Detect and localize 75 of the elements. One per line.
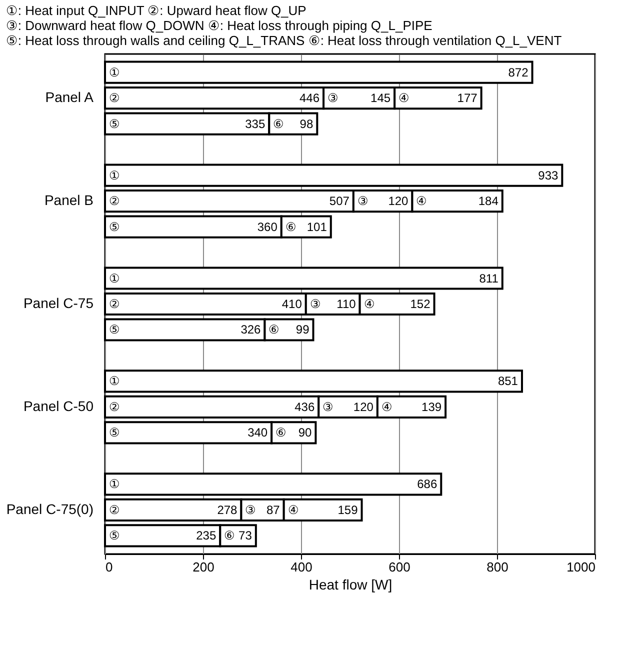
- x-tick-label: 0: [106, 560, 113, 574]
- data-label: 139: [422, 400, 442, 414]
- text: ②: [109, 194, 120, 208]
- data-label: 326: [240, 322, 262, 337]
- data-label: 120: [353, 400, 374, 414]
- x-axis-title: Heat flow [W]: [308, 576, 392, 592]
- data-label: 446: [300, 91, 320, 106]
- text: ⑤: [109, 322, 120, 337]
- text: ③: [328, 91, 339, 106]
- series-label: ②: [109, 502, 120, 517]
- data-label: 235: [196, 528, 216, 543]
- text: ③: [357, 194, 368, 208]
- text: ②: [109, 297, 120, 311]
- y-tick-label: Panel C-75(0): [6, 500, 94, 517]
- data-label: 101: [306, 220, 328, 234]
- text: ⑥: [276, 426, 287, 440]
- text: ⑤: [109, 116, 120, 131]
- text: ③: [322, 400, 334, 414]
- text: ①: [109, 65, 120, 80]
- data-label: 686: [417, 477, 438, 492]
- y-tick-label: Panel A: [45, 89, 94, 106]
- text: ④: [398, 91, 410, 106]
- text: ②: [109, 91, 120, 106]
- x-tick-label: 400: [290, 560, 312, 574]
- text: ⑤: [109, 220, 120, 234]
- x-tick-label: 200: [192, 560, 214, 574]
- x-tick-label: 1000: [566, 560, 596, 574]
- series-label: ⑤: [109, 528, 120, 543]
- y-tick-label: Panel C-75: [23, 295, 94, 311]
- text: ④: [416, 194, 428, 208]
- series-label: ③: [245, 502, 256, 517]
- text: ⑤: [109, 426, 120, 440]
- data-label: 436: [294, 400, 315, 414]
- data-label: 184: [478, 194, 499, 208]
- x-tick-label: 600: [388, 560, 410, 574]
- text: ⑥: [285, 220, 296, 234]
- series-label: ⑥: [224, 528, 236, 543]
- x-tick-label: 800: [486, 560, 508, 574]
- data-label: 872: [508, 65, 529, 80]
- data-label: 99: [296, 322, 310, 337]
- data-label: 851: [498, 374, 518, 388]
- data-label: 145: [370, 91, 391, 106]
- text: ①: [109, 374, 120, 388]
- text: ①: [109, 271, 120, 286]
- text: ②: [109, 400, 120, 414]
- text: ③: Downward heat flow Q_DOWN ④: Heat loss through piping Q_L_PIPE: [6, 18, 432, 33]
- data-label: 335: [245, 116, 266, 131]
- text: ③: [310, 297, 321, 311]
- data-label: 811: [479, 271, 499, 286]
- text: ⑤: Heat loss through walls and ceiling Q_L_TRANS ⑥: Heat loss through ventilation Q_L_VENT: [6, 33, 562, 48]
- data-label: 120: [388, 194, 409, 208]
- data-label: 340: [248, 426, 268, 440]
- y-tick-label: Panel C-50: [23, 398, 94, 414]
- text: ④: [381, 400, 392, 414]
- data-label: 110: [336, 297, 356, 311]
- data-label: 278: [217, 502, 238, 517]
- data-label: 360: [257, 220, 278, 234]
- data-label: 98: [300, 116, 314, 131]
- data-label: 73: [238, 528, 252, 543]
- text: ⑥: [273, 116, 284, 131]
- y-tick-label: Panel B: [44, 192, 94, 208]
- text: ①: Heat input Q_INPUT ②: Upward heat flow Q_UP: [6, 3, 306, 18]
- series-label: ④: [288, 502, 299, 517]
- data-label: 87: [266, 502, 280, 517]
- data-label: 933: [538, 168, 558, 182]
- data-label: 90: [298, 426, 312, 440]
- data-label: 410: [282, 297, 302, 311]
- data-label: 177: [457, 91, 478, 106]
- series-label: ①: [109, 168, 120, 182]
- text: ④: [364, 297, 375, 311]
- data-label: 507: [329, 194, 350, 208]
- text: ①: [109, 477, 120, 492]
- data-label: 152: [410, 297, 431, 311]
- text: ⑥: [268, 322, 280, 337]
- data-label: 159: [338, 502, 358, 517]
